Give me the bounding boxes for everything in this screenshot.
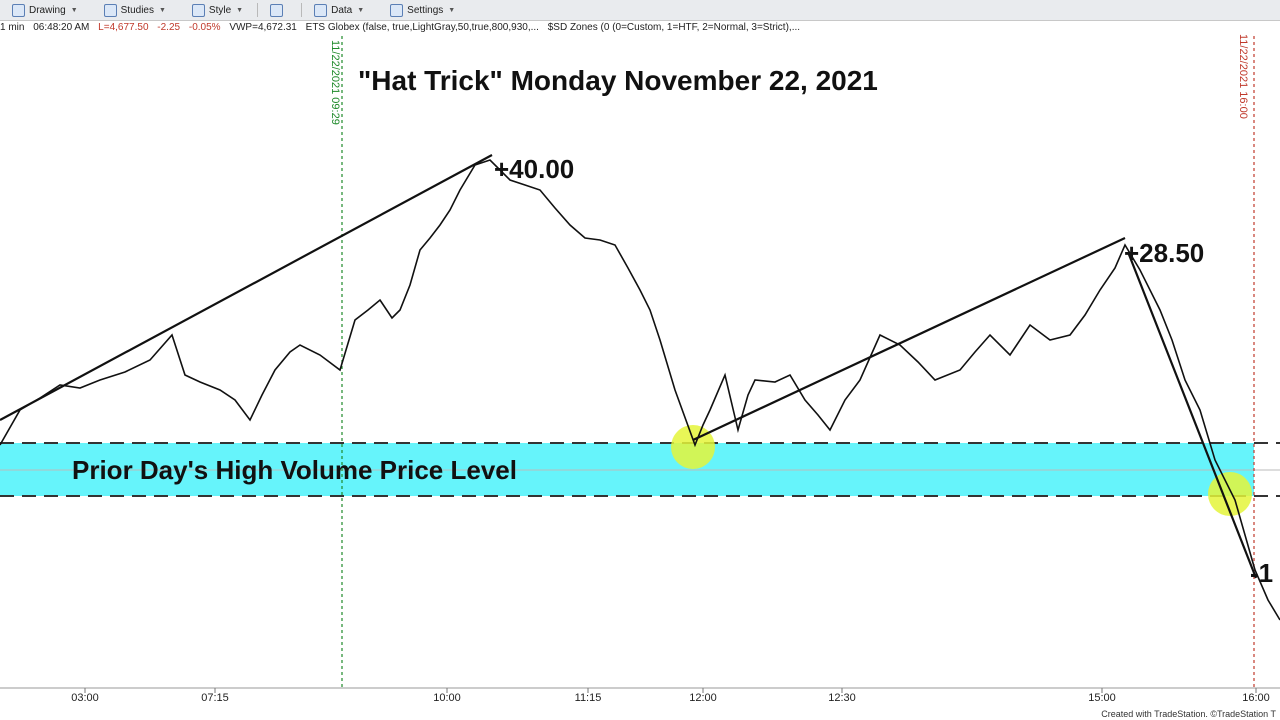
change: -2.25 [157, 22, 181, 33]
toolbar-button[interactable]: Style ▼ [191, 3, 243, 17]
button-label: Drawing [29, 4, 66, 16]
change-pct: -0.05% [188, 22, 221, 33]
button-label: Settings [407, 4, 444, 16]
time-label: 07:15 [201, 692, 229, 704]
annotation: +40.00 [494, 154, 574, 184]
annotation: +28.50 [1124, 238, 1204, 268]
toolbar-button[interactable]: Drawing ▼ [12, 3, 78, 17]
time-label: 12:00 [689, 692, 717, 704]
footer: Created with TradeStation. ©TradeStation… [1101, 709, 1276, 719]
time-label: 11:15 [575, 692, 602, 704]
session-end-label: 11/22/2021 16:00 [1237, 34, 1249, 119]
toolbar-button[interactable]: Settings ▼ [390, 3, 455, 17]
time-label: 10:00 [433, 692, 461, 704]
interval: 1 min [0, 22, 25, 33]
last: L=4,677.50 [98, 22, 149, 33]
time: 06:48:20 AM [33, 22, 90, 33]
time-label: 15:00 [1088, 692, 1116, 704]
price-bars [0, 159, 1280, 621]
trend-line [692, 237, 1126, 441]
status-line: 1 min 06:48:20 AM L=4,677.50 -2.25 -0.05… [0, 21, 1280, 35]
button-label: Style [208, 4, 232, 16]
button-label: Studies [120, 4, 154, 16]
study: ETS Globex (false, true,LightGray,50,tru… [305, 22, 539, 33]
trend-line [0, 154, 493, 421]
session-start-label: 11/22/2021 09:29 [329, 40, 341, 125]
toolbar-button[interactable] [270, 3, 287, 17]
time-label: 03:00 [71, 692, 99, 704]
zone-label: Prior Day's High Volume Price Level [72, 455, 517, 485]
trend-line [1126, 251, 1258, 579]
chart-title: "Hat Trick" Monday November 22, 2021 [358, 65, 878, 96]
time-label: 16:00 [1242, 692, 1270, 704]
toolbar-button[interactable]: Studies ▼ [103, 3, 166, 17]
button-label: Data [331, 4, 353, 16]
toolbar-button[interactable]: Data ▼ [314, 3, 364, 17]
annotation: -1 [1250, 558, 1273, 588]
time-label: 12:30 [828, 692, 856, 704]
vwap: VWP=4,672.31 [229, 22, 297, 33]
study: $SD Zones (0 (0=Custom, 1=HTF, 2=Normal,… [547, 22, 801, 33]
toolbar: Drawing ▼ Studies ▼ Style ▼ Data ▼ Settings ▼ [0, 0, 1280, 21]
